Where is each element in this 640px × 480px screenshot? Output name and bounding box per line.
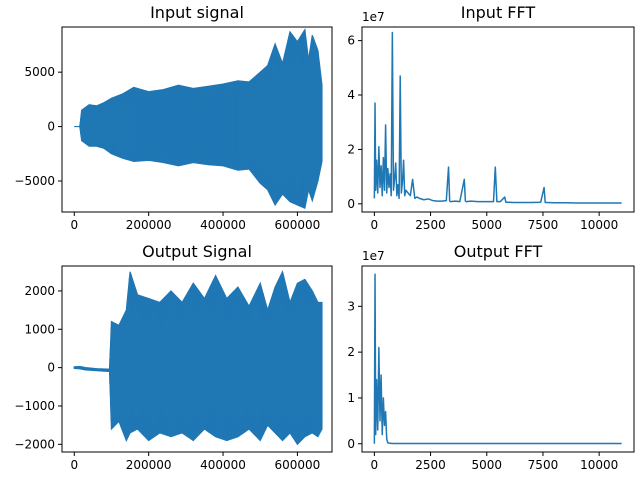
x-tick-label: 0 <box>371 218 379 232</box>
axes-frame <box>61 26 333 213</box>
x-tick-label: 400000 <box>200 458 246 472</box>
x-tick-label: 2500 <box>415 458 446 472</box>
x-tick-label: 0 <box>70 458 78 472</box>
y-tick-label: 6 <box>347 34 355 48</box>
x-tick-label: 200000 <box>126 218 172 232</box>
y-tick-label: 0 <box>347 197 355 211</box>
axes-frame <box>61 265 333 453</box>
y-tick-label: 1 <box>347 391 355 405</box>
y-tick-label: 0 <box>47 120 55 134</box>
y-tick-label: −2000 <box>14 437 55 451</box>
x-tick-label: 10000 <box>580 218 618 232</box>
y-tick-label: 4 <box>347 88 355 102</box>
x-tick-label: 400000 <box>200 218 246 232</box>
subplot-title: Output FFT <box>454 242 543 261</box>
subplot-output-fft: 0 2500 5000 7500 10000 0 1 2 3 1e7 Output FFT <box>347 242 635 472</box>
axes-frame <box>361 26 635 213</box>
subplot-title: Output Signal <box>142 242 252 261</box>
y-tick-label: 0 <box>347 437 355 451</box>
subplot-title: Input signal <box>150 3 244 22</box>
x-tick-label: 2500 <box>415 218 446 232</box>
input-fft-series-0-line <box>373 31 622 204</box>
subplot-output-signal: 0 200000 400000 600000 −2000 −1000 0 1000 2000 Ou… <box>14 242 333 472</box>
y-tick-label: 2000 <box>24 284 55 298</box>
subplot-input-signal: 0 200000 400000 600000 −5000 0 5000 Input signa… <box>14 3 333 232</box>
x-tick-label: 600000 <box>275 218 321 232</box>
x-tick-label: 5000 <box>471 458 502 472</box>
output-signal-series-0-waveform <box>73 274 323 444</box>
y-tick-label: 5000 <box>24 65 55 79</box>
x-tick-label: 0 <box>371 458 379 472</box>
y-tick-label: 2 <box>347 345 355 359</box>
y-tick-label: 1000 <box>24 322 55 336</box>
subplot-title: Input FFT <box>461 3 536 22</box>
output-fft-series-0-line <box>373 273 622 445</box>
x-tick-label: 7500 <box>528 458 559 472</box>
y-tick-label: −5000 <box>14 174 55 188</box>
x-tick-label: 600000 <box>275 458 321 472</box>
y-tick-label: −1000 <box>14 399 55 413</box>
y-offset-label: 1e7 <box>362 10 385 24</box>
axes-frame <box>361 265 635 453</box>
y-tick-label: 3 <box>347 299 355 313</box>
subplot-input-fft: 0 2500 5000 7500 10000 0 2 4 6 1e7 Input FFT <box>347 3 635 232</box>
x-tick-label: 7500 <box>528 218 559 232</box>
y-tick-label: 0 <box>47 361 55 375</box>
y-offset-label: 1e7 <box>362 249 385 263</box>
x-tick-label: 10000 <box>580 458 618 472</box>
input-signal-series-0-waveform <box>79 30 323 208</box>
x-tick-label: 0 <box>70 218 78 232</box>
x-tick-label: 200000 <box>126 458 172 472</box>
x-tick-label: 5000 <box>471 218 502 232</box>
y-tick-label: 2 <box>347 142 355 156</box>
